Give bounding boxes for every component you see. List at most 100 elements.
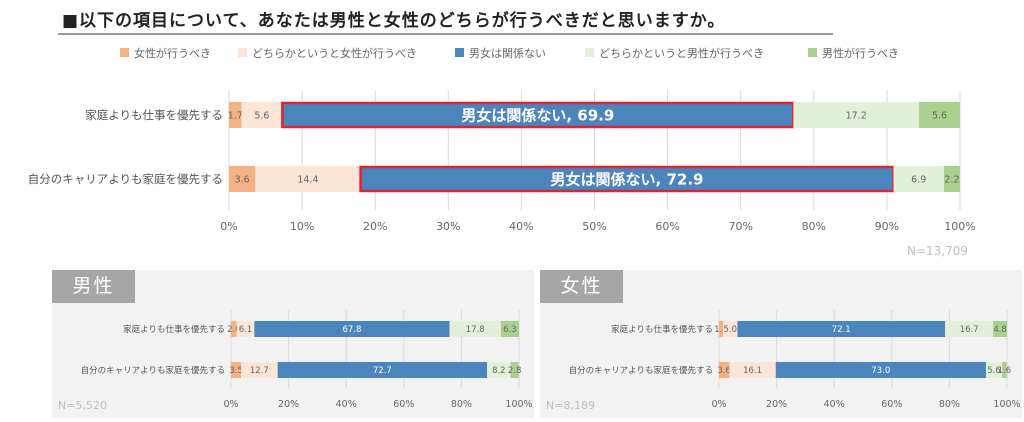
- data-label: 3.6: [717, 366, 731, 376]
- bar-segment: [510, 362, 519, 378]
- data-label: 4.8: [993, 325, 1007, 335]
- x-tick-label: 40%: [824, 399, 845, 410]
- data-label: 3.6: [235, 175, 250, 186]
- x-tick-label: 100%: [993, 399, 1020, 410]
- bar-segment: [729, 362, 776, 378]
- data-label: 67.8: [342, 325, 361, 335]
- data-label: 17.8: [466, 325, 485, 335]
- x-tick-label: 60%: [881, 399, 902, 410]
- data-label: 5.0: [723, 325, 737, 335]
- bar-segment: [229, 102, 242, 128]
- bar-segment: [737, 321, 946, 337]
- overall-chart: 女性が行うべき どちらかというと女性が行うべき 男女は関係ない どちらかというと男性が…: [28, 46, 976, 258]
- data-label: 6.3: [503, 325, 517, 335]
- legend-label: どちらかというと男性が行うべき: [599, 46, 764, 60]
- data-label: 男女は関係ない, 69.9: [461, 107, 614, 125]
- x-tick-label: 20%: [766, 399, 787, 410]
- bar-segment: [775, 362, 986, 378]
- bar-segment: [255, 166, 361, 192]
- data-label: 8.2: [492, 366, 506, 376]
- data-label: 72.7: [373, 366, 392, 376]
- bar-segment: [985, 362, 1003, 378]
- legend-swatch: [585, 48, 594, 57]
- data-label: 5.6: [987, 366, 1001, 376]
- page-title: ■以下の項目について、あなたは男性と女性のどちらが行うべきだと思いますか。: [62, 11, 726, 31]
- sample-size: N=8,189: [546, 399, 595, 412]
- bar-segment: [231, 321, 237, 337]
- x-tick-label: 100%: [505, 399, 532, 410]
- x-tick-label: 60%: [655, 220, 679, 233]
- legend-label: どちらかというと女性が行うべき: [252, 46, 417, 60]
- x-tick-label: 30%: [436, 220, 460, 233]
- legend-label: 女性が行うべき: [134, 46, 211, 60]
- category-label: 自分のキャリアよりも家庭を優先する: [28, 172, 223, 186]
- bar-segment: [241, 102, 283, 128]
- male-chart: 0% 20% 40% 60% 80% 100% 家庭よりも仕事を優先する 2.06.1 67.8…: [58, 310, 533, 412]
- data-label: 1.7: [228, 111, 243, 122]
- category-label: 自分のキャリアよりも家庭を優先する: [569, 365, 713, 376]
- bar-segment: [236, 321, 255, 337]
- x-tick-label: 40%: [509, 220, 533, 233]
- bar-segment: [277, 362, 488, 378]
- x-tick-label: 50%: [582, 220, 606, 233]
- female-chart: 0% 20% 40% 60% 80% 100% 家庭よりも仕事を優先する 1.45.0 72.1…: [546, 310, 1021, 412]
- bar-segment: [231, 362, 242, 378]
- x-tick-label: 20%: [363, 220, 387, 233]
- data-label: 2.2: [944, 175, 959, 186]
- data-label: 3.5: [229, 366, 243, 376]
- bar-segment: [487, 362, 511, 378]
- x-tick-label: 10%: [290, 220, 314, 233]
- bar-segment: [1002, 362, 1007, 378]
- bar-segment: [360, 166, 894, 192]
- bar-segment: [282, 102, 794, 128]
- data-label: 16.7: [960, 325, 979, 335]
- bar-segment: [793, 102, 920, 128]
- data-label: 12.7: [250, 366, 269, 376]
- category-label: 家庭よりも仕事を優先する: [611, 324, 713, 335]
- x-tick-label: 90%: [875, 220, 899, 233]
- x-tick-label: 20%: [278, 399, 299, 410]
- legend-label: 男性が行うべき: [822, 46, 899, 60]
- x-tick-label: 80%: [451, 399, 472, 410]
- category-label: 自分のキャリアよりも家庭を優先する: [81, 365, 225, 376]
- bar-segment: [993, 321, 1007, 337]
- category-label: 家庭よりも仕事を優先する: [85, 108, 223, 122]
- legend-swatch: [238, 48, 247, 57]
- data-label: 2.0: [227, 325, 241, 335]
- bar-segment: [893, 166, 944, 192]
- bar-segment: [945, 321, 994, 337]
- data-label: 16.1: [743, 366, 762, 376]
- legend-swatch: [120, 48, 129, 57]
- data-label: 6.1: [239, 325, 253, 335]
- bar-segment: [500, 321, 519, 337]
- bar-segment: [719, 321, 724, 337]
- bar-segment: [449, 321, 501, 337]
- bar-segment: [241, 362, 278, 378]
- legend-swatch: [455, 48, 464, 57]
- x-tick-label: 40%: [336, 399, 357, 410]
- data-label: 1.6: [998, 366, 1012, 376]
- bar-segment: [229, 166, 256, 192]
- bar-segment: [723, 321, 738, 337]
- x-tick-label: 100%: [944, 220, 975, 233]
- bar-segment: [254, 321, 450, 337]
- x-tick-label: 0%: [220, 220, 237, 233]
- legend-swatch: [808, 48, 817, 57]
- bar-segment: [943, 166, 960, 192]
- x-tick-label: 80%: [802, 220, 826, 233]
- male-panel: 男性 0% 20% 40% 60% 80% 100% 家庭よりも仕事を優先する 2.0 6.1 6…: [52, 270, 534, 418]
- title-rule: [58, 33, 833, 35]
- x-tick-label: 0%: [223, 399, 238, 410]
- female-panel: 女性 0% 20% 40% 60% 80% 100% 家庭よりも仕事を優先する 1.4 5.0 7…: [540, 270, 1022, 418]
- male-panel-title: 男性: [52, 270, 135, 303]
- data-label: 6.9: [911, 175, 926, 186]
- x-tick-label: 0%: [711, 399, 726, 410]
- sample-size: N=5,520: [58, 399, 107, 412]
- data-label: 5.6: [254, 111, 269, 122]
- sample-size: N=13,709: [907, 244, 968, 258]
- data-label: 17.2: [846, 111, 867, 122]
- data-label: 2.8: [508, 366, 522, 376]
- bar-segment: [719, 362, 730, 378]
- data-label: 14.4: [297, 175, 318, 186]
- x-tick-label: 80%: [939, 399, 960, 410]
